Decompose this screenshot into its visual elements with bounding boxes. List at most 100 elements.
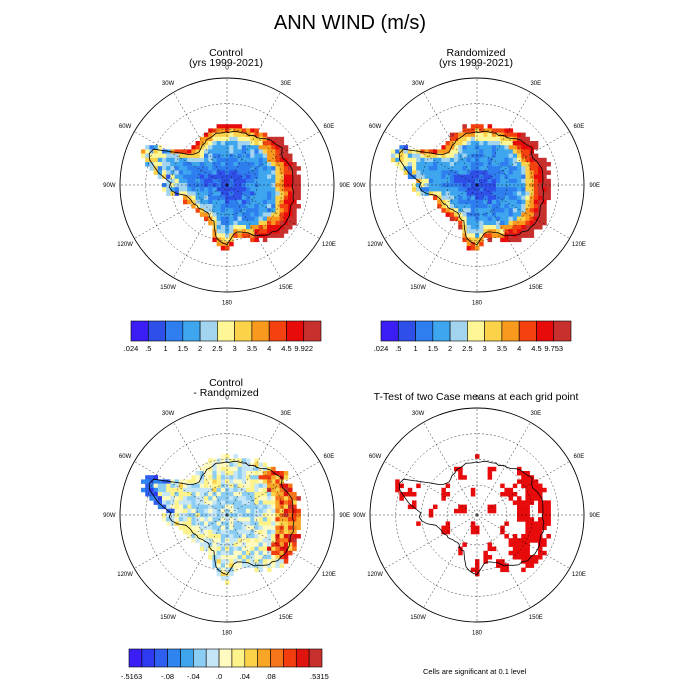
longitude-label: 90E (589, 513, 600, 519)
colorbar-tick-label: 3 (232, 344, 237, 353)
colorbar-swatch (167, 648, 181, 668)
longitude-label: 60E (574, 454, 585, 460)
longitude-label: 0 (475, 65, 479, 71)
meridian-line (476, 514, 531, 608)
meridian-line (173, 92, 228, 186)
colorbar-swatch (205, 648, 220, 668)
colorbar-tick-label: 3.5 (496, 344, 508, 353)
meridian-line (226, 184, 281, 278)
colorbar-labels-control: .024 .5 1 1.5 2 2.5 3 3.5 4 4.5 9.922 (124, 344, 321, 354)
longitude-label: 60E (574, 124, 585, 130)
longitude-label: 0 (225, 65, 229, 71)
panel-title-line1: Control (209, 47, 243, 59)
colorbar-swatch (234, 320, 253, 342)
panel-title-line1: Randomized (446, 47, 506, 59)
panel-title-line2: (yrs 1999-2021) (188, 57, 264, 69)
meridian-line (134, 461, 228, 516)
map-panel-difference: 0 30E 60E 90E 120E 150E 180 150W 120W 90W 60W 30W (103, 395, 350, 636)
colorbar-swatch (501, 320, 520, 342)
longitude-label: 30E (530, 81, 541, 87)
meridian-line (476, 184, 531, 278)
longitude-label: 120E (572, 572, 586, 578)
meridian-line (423, 514, 478, 608)
map-panel-control: 0 30E 60E 90E 120E 150E 180 150W 120W 90W 60W 30W (103, 65, 350, 306)
longitude-label: 90E (339, 183, 350, 189)
colorbar-tick-label: .5 (145, 344, 152, 353)
ttest-note: Cells are significant at 0.1 level (423, 667, 527, 676)
latitude-circle (171, 129, 283, 241)
colorbar-tick-label: .08 (265, 672, 276, 681)
panel-title-line2: (yrs 1999-2021) (438, 57, 514, 69)
colorbar-swatch (257, 648, 271, 668)
longitude-label: 30W (162, 81, 175, 87)
longitude-label: 30W (162, 411, 175, 417)
colorbar-randomized (380, 320, 572, 342)
longitude-label: 60E (324, 454, 335, 460)
colorbar-swatch (553, 320, 572, 342)
colorbar-tick-label: 3 (482, 344, 487, 353)
gridded-field (391, 124, 551, 251)
panel-title-ttest: T-Test of two Case means at each grid po… (366, 392, 586, 403)
longitude-label: 90W (353, 183, 366, 189)
meridian-line (226, 131, 320, 186)
colorbar-labels-difference: -.5163 -.08 -.04 .0 .04 .08 .5315 (121, 672, 329, 682)
colorbar-swatch (147, 320, 166, 342)
coastline (398, 130, 545, 246)
colorbar-swatch (308, 648, 323, 668)
panel-title-control: Control (yrs 1999-2021) (136, 47, 316, 69)
colorbar-tick-label: .0 (215, 672, 223, 681)
colorbar-swatch (231, 648, 246, 668)
colorbar-tick-label: 1 (413, 344, 418, 353)
longitude-label: 60E (324, 124, 335, 130)
longitude-label: 30W (412, 81, 425, 87)
colorbar-tick-label: 4 (267, 344, 272, 353)
colorbar-swatch (415, 320, 434, 342)
latitude-circle (171, 459, 283, 571)
meridian-line (476, 184, 570, 239)
meridian-line (134, 514, 228, 569)
longitude-label: 60W (119, 454, 132, 460)
colorbar-tick-label: 2.5 (212, 344, 223, 353)
colorbar-tick-label: -.08 (161, 672, 175, 681)
colorbar-swatch (397, 320, 416, 342)
meridian-line (173, 514, 228, 608)
longitude-label: 30W (412, 411, 425, 417)
colorbar-swatch (283, 648, 297, 668)
colorbar-swatch (165, 320, 184, 342)
colorbar-control (130, 320, 322, 342)
colorbar-tick-label: 9.922 (294, 344, 314, 353)
longitude-label: 60W (369, 454, 382, 460)
colorbar-swatch (484, 320, 503, 342)
colorbar-swatch (295, 648, 310, 668)
meridian-line (173, 422, 228, 516)
longitude-label: 120E (322, 572, 336, 578)
longitude-label: 120W (117, 242, 133, 248)
longitude-label: 120W (367, 572, 383, 578)
coastline (398, 460, 545, 576)
meridian-line (173, 184, 228, 278)
longitude-label: 120E (322, 242, 336, 248)
meridian-line (384, 131, 478, 186)
longitude-label: 30E (280, 411, 291, 417)
gridded-field (141, 454, 301, 585)
colorbar-swatch (128, 648, 143, 668)
meridian-line (226, 92, 281, 186)
colorbar-tick-label: 1.5 (427, 344, 439, 353)
colorbar-tick-label: .5315 (310, 672, 329, 681)
colorbar-swatch (286, 320, 305, 342)
colorbar-swatch (218, 648, 233, 668)
colorbar-tick-label: .024 (373, 344, 389, 353)
longitude-label: 90W (103, 513, 116, 519)
colorbar-swatch (193, 648, 207, 668)
colorbar-tick-label: 4 (517, 344, 522, 353)
meridian-line (384, 461, 478, 516)
colorbar-swatch (380, 320, 399, 342)
latitude-circle (421, 129, 533, 241)
longitude-label: 90E (339, 513, 350, 519)
panel-title-difference: Control - Randomized (136, 378, 316, 399)
map-boundary (119, 407, 335, 623)
longitude-label: 180 (472, 631, 483, 637)
colorbar-swatch (303, 320, 322, 342)
longitude-label: 30E (530, 411, 541, 417)
colorbar-swatch (251, 320, 270, 342)
